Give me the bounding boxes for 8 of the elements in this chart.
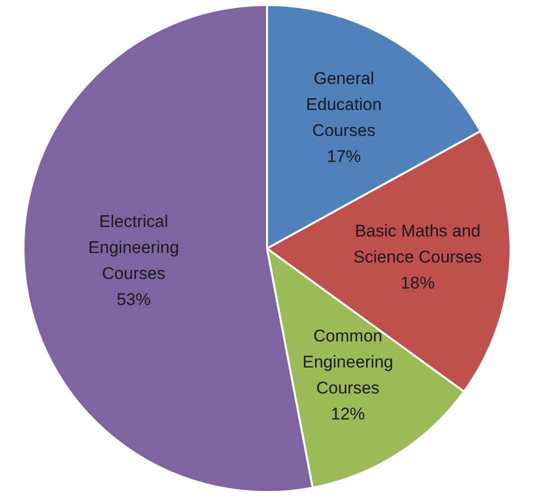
data-label: 12%	[330, 404, 365, 424]
slice-label: Electrical Engineering Courses	[88, 212, 180, 283]
slice-label: Basic Maths and Science Courses	[353, 222, 482, 267]
data-label: 53%	[116, 290, 151, 309]
slice-label: General Education Courses	[306, 69, 382, 140]
data-label: 17%	[326, 147, 361, 166]
slice-label: Common Engineering Courses	[302, 326, 394, 398]
data-label: 18%	[400, 274, 435, 293]
